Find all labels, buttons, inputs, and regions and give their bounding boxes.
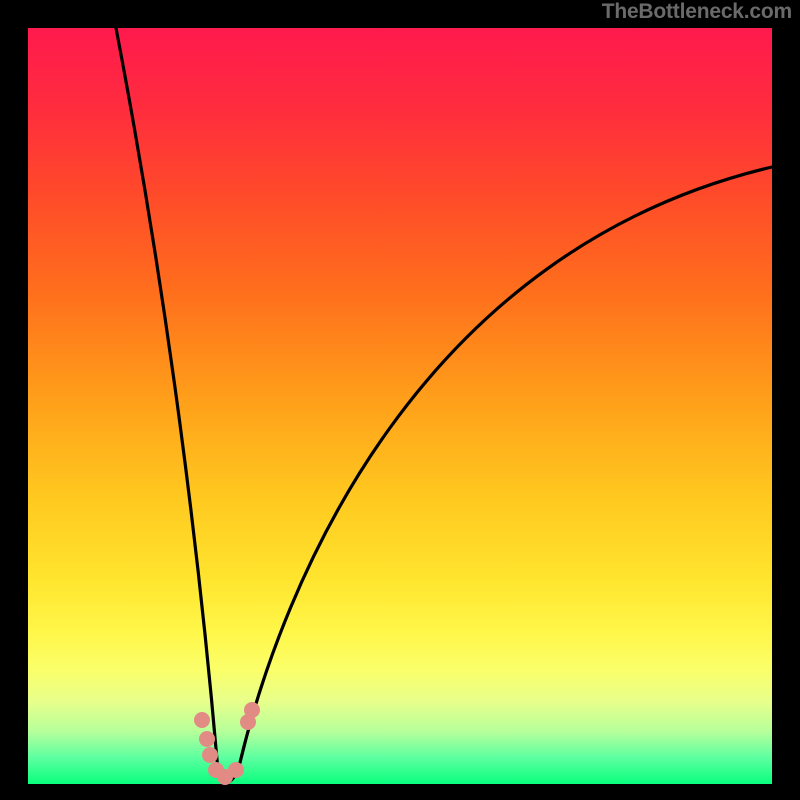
valley-marker-dot xyxy=(228,762,244,778)
bottleneck-chart xyxy=(0,0,800,800)
valley-marker-dot xyxy=(244,702,260,718)
valley-marker-dot xyxy=(199,731,215,747)
valley-marker-dot xyxy=(202,747,218,763)
page-root: TheBottleneck.com xyxy=(0,0,800,800)
valley-marker-dot xyxy=(194,712,210,728)
chart-heat-rect xyxy=(28,28,772,784)
watermark-text: TheBottleneck.com xyxy=(602,0,792,24)
